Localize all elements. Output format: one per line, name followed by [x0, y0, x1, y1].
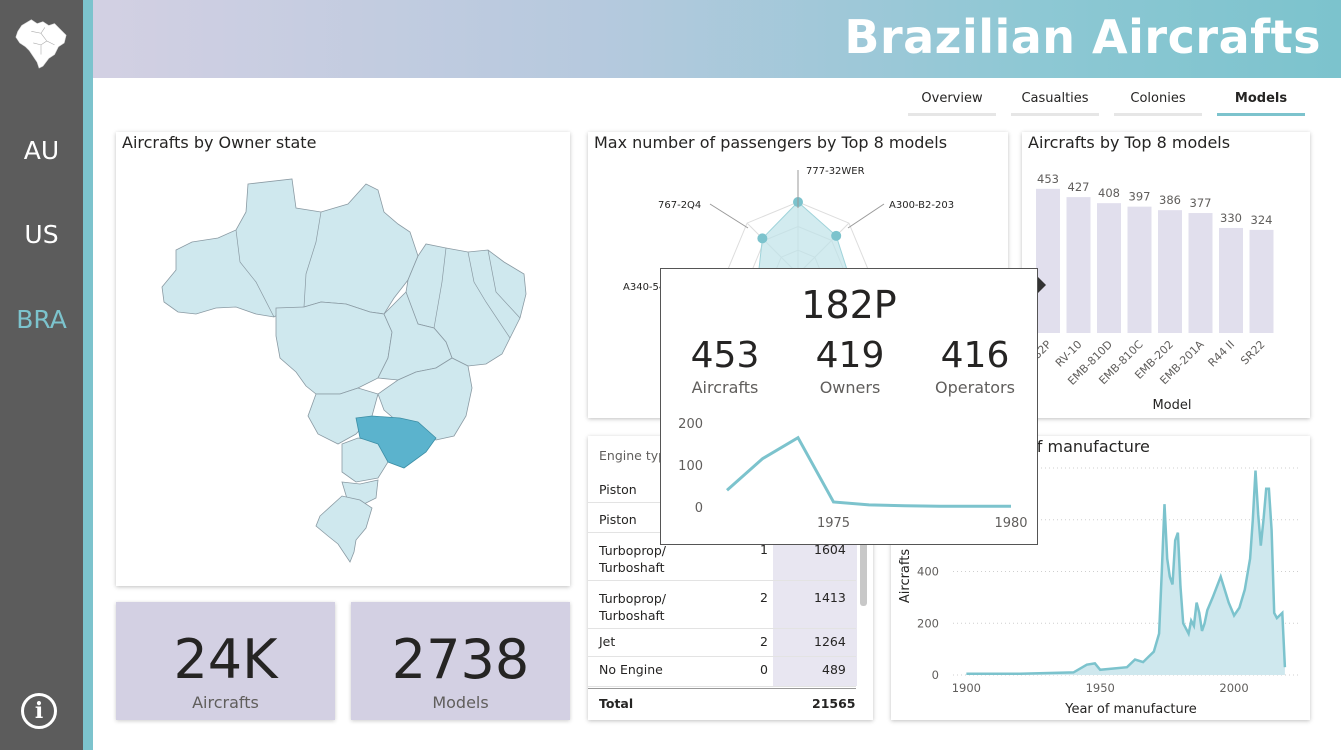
area-y-axis-title: Aircrafts	[898, 549, 913, 603]
kpi-models: 2738 Models	[351, 602, 570, 720]
bar-tick-label: SR22	[1238, 338, 1267, 367]
info-icon[interactable]: i	[21, 693, 57, 729]
area-x-tick: 1900	[952, 681, 981, 695]
sidebar: AU US BRA i	[0, 0, 83, 750]
tooltip-line-chart: 0 100 200 1975 1980	[678, 417, 1027, 531]
tab-overview[interactable]: Overview	[908, 86, 996, 116]
bar-RV-10	[1066, 197, 1091, 333]
map-state-central	[275, 301, 393, 395]
page-title: Brazilian Aircrafts	[844, 10, 1321, 64]
bar-chart[interactable]: 45382P427RV-10408EMB-810D397EMB-810C386E…	[1022, 132, 1310, 418]
bar-EMB-201A	[1188, 213, 1213, 333]
bar-data-label: 453	[1037, 172, 1059, 186]
map-card: Aircrafts by Owner state	[116, 132, 570, 586]
tooltip-pointer-icon	[1038, 277, 1046, 293]
tooltip-series-line	[726, 435, 1011, 508]
bar-SR22	[1249, 229, 1274, 333]
nav-au[interactable]: AU	[23, 136, 60, 165]
radar-label: 777-32WER	[806, 166, 865, 177]
table-row[interactable]: No Engine 0 489	[588, 656, 856, 687]
bar-card: Aircrafts by Top 8 models 453 82P 427 RV-10…	[1022, 132, 1310, 418]
bar-data-label: 397	[1129, 190, 1151, 204]
table-row[interactable]: Turboprop/ Turboshaft 2 1413	[588, 580, 856, 629]
bar-EMB-202	[1158, 210, 1182, 333]
radar-label: 767-2Q4	[658, 200, 701, 211]
table-total-value: 21565	[812, 696, 856, 711]
area-x-tick: 2000	[1219, 681, 1248, 695]
bar-tick-label: R44 II	[1206, 338, 1238, 370]
radar-leader	[709, 203, 749, 229]
table-row[interactable]: Turboprop/ Turboshaft 1 1604	[588, 532, 856, 581]
tab-models[interactable]: Models	[1217, 86, 1305, 116]
tooltip-stat-aircrafts: 453 Aircrafts	[690, 335, 760, 397]
tooltip-y-tick: 0	[695, 501, 703, 516]
tooltip-y-tick: 100	[678, 459, 703, 474]
table-total-label: Total	[599, 696, 634, 711]
kpi-models-value: 2738	[391, 628, 530, 691]
radar-label: A300-B2-203	[889, 200, 954, 211]
bar-data-label: 427	[1068, 180, 1090, 194]
tooltip-stat-operators: 416 Operators	[935, 335, 1015, 397]
radar-leader	[847, 203, 885, 229]
kpi-aircrafts-value: 24K	[173, 628, 278, 691]
accent-strip	[83, 0, 93, 750]
area-x-tick: 1950	[1086, 681, 1115, 695]
kpi-aircrafts-label: Aircrafts	[192, 693, 259, 712]
bar-data-label: 324	[1251, 213, 1273, 227]
area-y-tick: 0	[932, 668, 939, 682]
area-y-tick: 400	[917, 565, 939, 579]
bar-data-label: 377	[1190, 196, 1212, 210]
nav-bra[interactable]: BRA	[16, 305, 67, 334]
bar-EMB-810C	[1127, 206, 1152, 333]
kpi-models-label: Models	[432, 693, 489, 712]
bar-card-title: Aircrafts by Top 8 models	[1028, 133, 1231, 152]
area-y-tick: 200	[917, 616, 939, 630]
bar-x-axis-title: Model	[1152, 398, 1191, 413]
header-banner: Brazilian Aircrafts	[93, 0, 1341, 78]
area-series-line	[966, 470, 1287, 675]
tooltip-stat-owners: 419 Owners	[815, 335, 885, 397]
tooltip-title: 182P	[801, 283, 897, 327]
tab-colonies[interactable]: Colonies	[1114, 86, 1202, 116]
radar-point	[757, 233, 768, 244]
map-state-north	[161, 178, 419, 318]
tooltip-x-tick: 1975	[817, 516, 850, 531]
kpi-aircrafts: 24K Aircrafts	[116, 602, 335, 720]
map-card-title: Aircrafts by Owner state	[122, 133, 317, 152]
bar-data-label: 386	[1159, 193, 1181, 207]
table-header-engine-type[interactable]: Engine typ	[599, 448, 667, 463]
brazil-map-icon	[15, 19, 67, 69]
area-chart[interactable]: 0 200 400 1900 1950 2000 Year of manufacture Ai…	[891, 436, 1310, 720]
area-x-axis-title: Year of manufacture	[1064, 702, 1197, 717]
bar-182P	[1036, 188, 1060, 333]
table-scrollbar[interactable]	[860, 530, 867, 606]
tooltip-y-tick: 200	[678, 417, 703, 432]
map-state-sao-paulo	[355, 415, 437, 469]
table-total-divider	[588, 688, 856, 689]
bar-R44 II	[1219, 227, 1243, 333]
manufacture-card-title: of manufacture	[1027, 437, 1150, 456]
bar-data-label: 408	[1098, 186, 1120, 200]
nav-us[interactable]: US	[24, 220, 59, 249]
bar-data-label: 330	[1220, 211, 1242, 225]
map-state-rs	[315, 495, 373, 563]
radar-card-title: Max number of passengers by Top 8 models	[594, 133, 948, 152]
bar-EMB-810D	[1097, 203, 1121, 333]
brazil-state-map[interactable]	[116, 132, 570, 586]
radar-label: A340-54	[623, 282, 665, 293]
tooltip-x-tick: 1980	[994, 516, 1027, 531]
tab-casualties[interactable]: Casualties	[1011, 86, 1099, 116]
model-tooltip: 182P 453 Aircrafts 419 Owners 416 Operat…	[660, 268, 1038, 545]
radar-point	[831, 230, 842, 241]
table-row[interactable]: Jet 2 1264	[588, 628, 856, 657]
